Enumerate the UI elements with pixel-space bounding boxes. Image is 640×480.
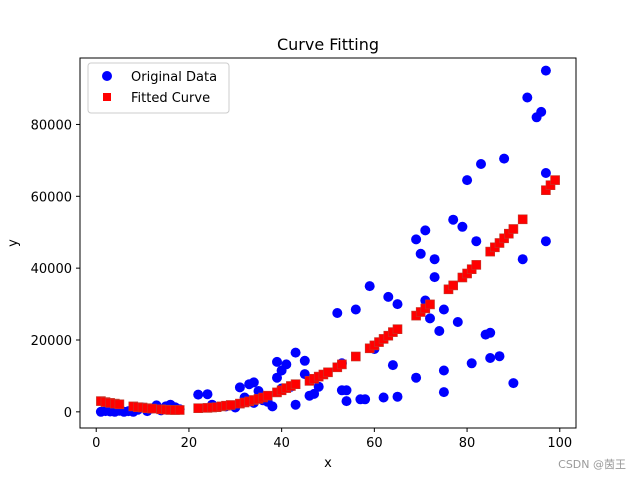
x-tick-label: 20 bbox=[181, 436, 198, 451]
data-point-original bbox=[299, 355, 310, 366]
data-point-original bbox=[281, 359, 292, 370]
data-point-original bbox=[457, 221, 468, 232]
data-point-original bbox=[272, 356, 282, 367]
y-tick-label: 60000 bbox=[31, 190, 72, 205]
legend-fitted-label: Fitted Curve bbox=[131, 91, 210, 106]
data-point-original bbox=[429, 254, 440, 265]
data-point-fitted bbox=[193, 403, 203, 414]
y-tick-label: 0 bbox=[64, 406, 72, 421]
data-point-original bbox=[202, 389, 213, 400]
data-point-fitted bbox=[323, 367, 333, 378]
y-tick-label: 80000 bbox=[31, 118, 72, 133]
data-point-original bbox=[476, 159, 486, 169]
data-point-original bbox=[522, 92, 533, 103]
x-tick-label: 100 bbox=[547, 436, 572, 451]
data-point-fitted bbox=[471, 260, 482, 270]
data-point-original bbox=[341, 396, 352, 407]
x-tick-label: 60 bbox=[366, 436, 383, 451]
data-point-fitted bbox=[174, 405, 185, 415]
x-tick-label: 80 bbox=[459, 436, 476, 451]
fitted-curve-series bbox=[96, 175, 560, 415]
data-point-fitted bbox=[392, 324, 403, 335]
data-point-original bbox=[272, 372, 282, 383]
data-point-original bbox=[392, 299, 403, 310]
data-point-original bbox=[508, 378, 519, 389]
data-point-original bbox=[485, 327, 496, 338]
data-point-fitted bbox=[425, 299, 435, 310]
data-point-original bbox=[290, 347, 301, 358]
data-point-fitted bbox=[550, 175, 560, 185]
data-point-original bbox=[438, 387, 449, 398]
data-point-fitted bbox=[147, 403, 157, 414]
data-point-original bbox=[540, 168, 551, 178]
data-point-fitted bbox=[508, 224, 519, 234]
legend-original-marker bbox=[102, 71, 112, 81]
data-point-fitted bbox=[262, 390, 273, 401]
plot-area-frame bbox=[79, 57, 577, 429]
data-point-original bbox=[448, 214, 459, 225]
data-point-original bbox=[411, 234, 422, 245]
data-point-fitted bbox=[448, 280, 459, 291]
data-point-original bbox=[309, 388, 320, 399]
data-point-original bbox=[471, 236, 482, 247]
data-point-original bbox=[234, 382, 245, 393]
x-axis: 0 20 40 60 80 100 bbox=[92, 428, 572, 451]
data-point-original bbox=[540, 236, 551, 247]
data-point-original bbox=[378, 392, 389, 403]
data-point-original bbox=[332, 308, 343, 318]
data-point-original bbox=[438, 365, 449, 376]
data-point-original bbox=[392, 391, 403, 402]
data-point-original bbox=[429, 272, 440, 283]
y-axis: 0 20000 40000 60000 80000 bbox=[31, 118, 80, 421]
data-point-original bbox=[517, 254, 528, 265]
data-point-original bbox=[485, 353, 496, 363]
data-point-original bbox=[350, 304, 361, 315]
data-point-original bbox=[364, 281, 375, 292]
data-point-original bbox=[360, 394, 371, 405]
data-point-original bbox=[420, 225, 431, 236]
legend-original-label: Original Data bbox=[131, 70, 217, 85]
x-tick-label: 0 bbox=[92, 436, 100, 451]
data-point-fitted bbox=[114, 399, 125, 410]
y-tick-label: 40000 bbox=[31, 262, 72, 277]
data-point-original bbox=[462, 175, 473, 186]
x-tick-label: 40 bbox=[273, 436, 290, 451]
data-point-original bbox=[415, 248, 426, 259]
watermark: CSDN @茵王 bbox=[558, 458, 626, 471]
data-point-original bbox=[267, 401, 278, 412]
data-point-original bbox=[383, 291, 394, 302]
data-point-fitted bbox=[225, 400, 236, 410]
chart-title: Curve Fitting bbox=[277, 35, 379, 54]
data-point-original bbox=[341, 385, 352, 396]
data-point-original bbox=[387, 360, 398, 371]
legend-box bbox=[87, 62, 230, 114]
data-point-fitted bbox=[517, 214, 528, 225]
legend-fitted-marker bbox=[103, 93, 111, 101]
y-tick-label: 20000 bbox=[31, 334, 72, 349]
data-point-original bbox=[494, 351, 505, 362]
data-point-original bbox=[452, 317, 463, 327]
data-point-original bbox=[248, 377, 259, 388]
data-point-original bbox=[540, 65, 551, 76]
data-point-original bbox=[425, 313, 435, 324]
data-point-original bbox=[466, 358, 477, 369]
data-point-original bbox=[193, 389, 204, 400]
y-axis-label: y bbox=[6, 239, 21, 247]
data-point-fitted bbox=[350, 351, 361, 362]
data-point-fitted bbox=[337, 359, 347, 370]
data-point-fitted bbox=[290, 379, 301, 390]
legend: Original Data Fitted Curve bbox=[87, 62, 230, 114]
data-point-original bbox=[290, 399, 301, 410]
data-point-original bbox=[499, 153, 510, 164]
x-axis-label: x bbox=[324, 456, 332, 471]
data-point-original bbox=[536, 106, 547, 117]
data-point-original bbox=[434, 326, 445, 336]
data-point-original bbox=[411, 372, 422, 383]
data-point-original bbox=[438, 304, 449, 315]
data-point-original bbox=[313, 381, 324, 392]
